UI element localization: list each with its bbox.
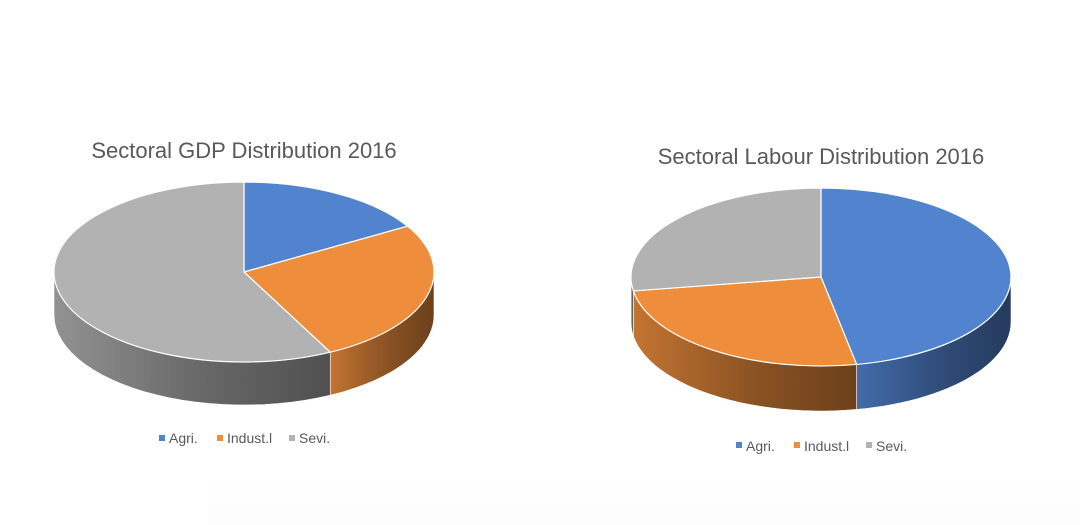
labour-legend-label-sevi: Sevi. (876, 438, 907, 454)
labour-chart: Sectoral Labour Distribution 2016 Agri. … (630, 144, 1012, 454)
pie-slice-sevi (53, 181, 331, 363)
labour-legend-swatch-agri (736, 442, 742, 448)
gdp-legend: Agri. Indust.l Sevi. (159, 430, 330, 446)
pie-slice-sevi (630, 187, 822, 292)
gdp-legend-swatch-agri (159, 435, 165, 441)
pie-slice-agri (243, 181, 409, 273)
labour-pie (630, 187, 1012, 412)
gdp-chart-title: Sectoral GDP Distribution 2016 (91, 138, 396, 163)
gdp-legend-swatch-sevi (289, 435, 295, 441)
gdp-legend-swatch-indust (217, 435, 223, 441)
labour-legend-label-agri: Agri. (746, 438, 775, 454)
pie-top (53, 181, 435, 363)
gdp-legend-label-indust: Indust.l (227, 430, 272, 446)
labour-legend-label-indust: Indust.l (804, 438, 849, 454)
background-band (208, 478, 1080, 525)
gdp-chart: Sectoral GDP Distribution 2016 Agri. Ind… (53, 138, 435, 446)
gdp-legend-label-agri: Agri. (169, 430, 198, 446)
labour-legend: Agri. Indust.l Sevi. (736, 438, 907, 454)
pie-slice-agri (820, 187, 1012, 366)
gdp-pie (53, 181, 435, 406)
pie-slice-industl (632, 276, 858, 367)
pie-slice-industl (243, 225, 435, 353)
pie-top (630, 187, 1012, 367)
labour-legend-swatch-sevi (866, 442, 872, 448)
labour-legend-swatch-indust (794, 442, 800, 448)
gdp-legend-label-sevi: Sevi. (299, 430, 330, 446)
labour-chart-title: Sectoral Labour Distribution 2016 (658, 144, 985, 169)
